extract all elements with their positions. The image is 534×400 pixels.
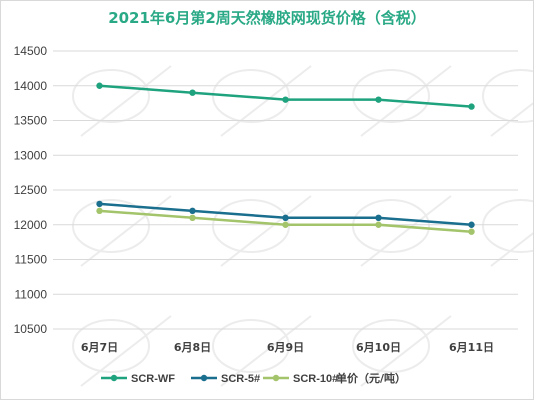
watermark-logo (482, 199, 533, 253)
series-layer (96, 82, 475, 235)
data-point (468, 221, 475, 228)
watermark-logo (212, 319, 290, 373)
y-tick-label: 14500 (14, 44, 48, 58)
y-axis-ticks: 14500 14000 13500 13000 12500 12000 11500 11000… (14, 44, 48, 336)
legend-item: SCR-5# (191, 373, 260, 385)
data-point (468, 103, 475, 110)
watermark-stroke (360, 195, 452, 267)
data-point (189, 214, 196, 221)
data-point (96, 207, 103, 215)
legend-swatch-marker (200, 374, 208, 382)
watermark-logo (212, 69, 290, 123)
gridlines (53, 50, 518, 330)
data-point (375, 96, 382, 103)
legend-label: SCR-10# (293, 373, 338, 385)
legend-swatch-marker (110, 374, 118, 382)
watermark-logo (72, 69, 150, 123)
data-point (375, 214, 382, 221)
watermark-logo (212, 199, 290, 253)
watermark-stroke (220, 65, 312, 137)
watermark-logo (352, 319, 430, 373)
series-scr-5 (96, 200, 475, 228)
watermark-logo (352, 69, 430, 123)
data-point (282, 214, 289, 221)
legend-label: SCR-WF (131, 373, 175, 385)
y-tick-label: 13500 (14, 114, 48, 128)
unit-label: 单价（元/吨） (336, 371, 406, 385)
x-tick-label: 6月11日 (449, 341, 494, 354)
data-point (468, 228, 475, 235)
watermark-stroke (80, 65, 172, 137)
x-tick-label: 6月10日 (356, 341, 401, 354)
y-tick-label: 14000 (14, 79, 48, 93)
y-tick-label: 12500 (14, 183, 48, 197)
data-point (282, 221, 289, 228)
x-tick-label: 6月7日 (81, 341, 118, 354)
watermark-logo (72, 199, 150, 253)
legend-item: SCR-10# (263, 373, 338, 385)
legend-label: SCR-5# (221, 373, 260, 385)
data-point (189, 207, 196, 215)
y-tick-label: 11500 (15, 253, 48, 267)
y-tick-label: 12000 (14, 218, 48, 232)
x-tick-label: 6月9日 (267, 341, 304, 354)
watermark-stroke (360, 315, 452, 387)
data-point (189, 89, 196, 96)
watermark-stroke (490, 102, 533, 137)
data-point (375, 221, 382, 228)
x-axis-ticks: 6月7日 6月8日 6月9日 6月10日 6月11日 (81, 341, 494, 354)
data-point (96, 200, 103, 208)
y-tick-label: 13000 (14, 148, 48, 162)
watermark-logo (482, 69, 533, 123)
y-tick-label: 11000 (15, 287, 48, 301)
watermark-stroke (80, 315, 172, 387)
series-scr-wf (96, 82, 475, 110)
series-line (99, 84, 472, 108)
x-tick-label: 6月8日 (174, 341, 211, 354)
data-point (96, 82, 103, 89)
watermark-stroke (220, 195, 312, 267)
legend-swatch-marker (272, 374, 280, 382)
y-tick-label: 10500 (14, 322, 48, 336)
watermark-stroke (490, 232, 533, 267)
legend-item: SCR-WF (101, 373, 175, 385)
watermark-logo (72, 319, 150, 373)
series-scr-10 (96, 207, 475, 235)
watermark-stroke (220, 315, 312, 387)
legend: SCR-WF SCR-5# SCR-10#单价（元/吨） (101, 371, 406, 385)
chart-title: 2021年6月第2周天然橡胶网现货价格（含税） (108, 9, 426, 27)
data-point (282, 96, 289, 103)
